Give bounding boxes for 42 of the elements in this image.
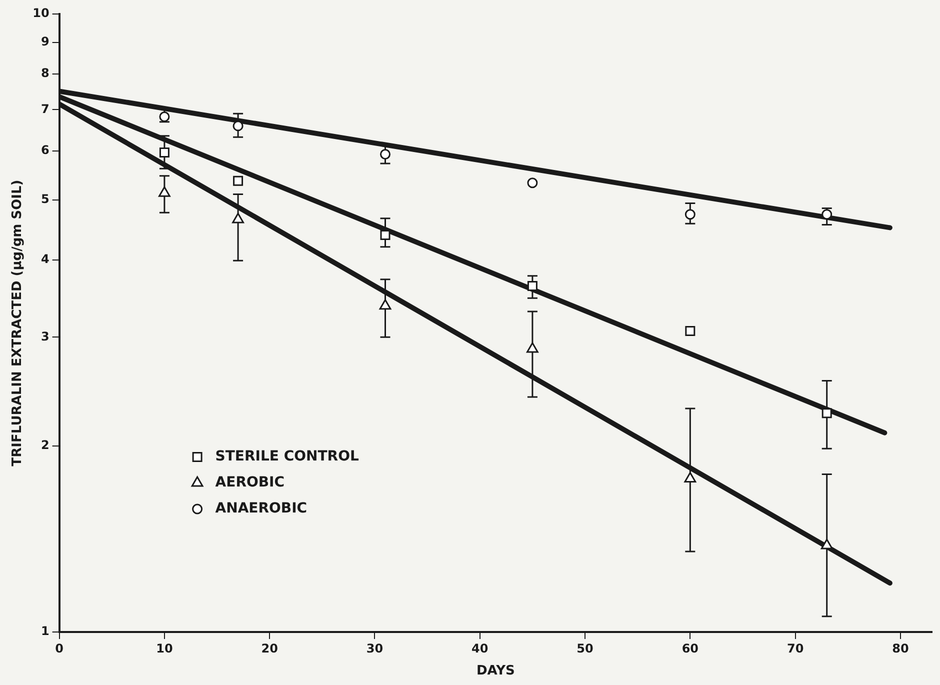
y-tick-label: 6 [40, 143, 50, 158]
legend-label: ANAEROBIC [215, 500, 308, 517]
x-tick-label: 70 [786, 641, 804, 656]
y-tick-label: 1 [40, 624, 50, 638]
x-tick-label: 20 [261, 641, 278, 656]
point [527, 178, 538, 188]
x-tick-label: 30 [366, 641, 384, 656]
y-tick-label: 5 [40, 192, 50, 206]
point [232, 212, 244, 224]
y-tick-label: 4 [40, 252, 50, 266]
point [820, 538, 833, 550]
point [159, 147, 170, 158]
y-tick-label: 9 [40, 34, 50, 48]
legend-label: STERILE CONTROL [215, 448, 359, 465]
point [685, 326, 696, 336]
y-tick-label: 10 [32, 6, 50, 20]
y-tick-label: 3 [40, 329, 50, 344]
x-tick-label: 80 [892, 641, 909, 656]
x-tick-label: 40 [472, 641, 488, 656]
x-tick-label: 50 [576, 641, 594, 656]
point [233, 176, 244, 186]
point [822, 408, 832, 418]
x-tick-label: 10 [156, 641, 173, 656]
legend-label: AEROBIC [215, 474, 285, 491]
point [684, 209, 696, 220]
point [527, 280, 538, 291]
point [822, 209, 832, 220]
y-tick-label: 8 [40, 66, 50, 80]
point [526, 342, 538, 353]
y-tick-label: 2 [40, 438, 50, 452]
point [380, 230, 390, 240]
y-axis-title: TRIFLURALIN EXTRACTED (µg/gm SOIL) [10, 180, 26, 466]
x-axis-title: DAYS [476, 664, 515, 679]
x-tick-label: 60 [682, 641, 699, 656]
y-tick-label: 7 [40, 102, 50, 116]
point [158, 186, 170, 197]
point [684, 472, 696, 483]
point [380, 149, 390, 160]
point [232, 120, 244, 132]
point [379, 299, 392, 310]
point [159, 111, 170, 122]
x-tick-label: 0 [55, 641, 64, 656]
